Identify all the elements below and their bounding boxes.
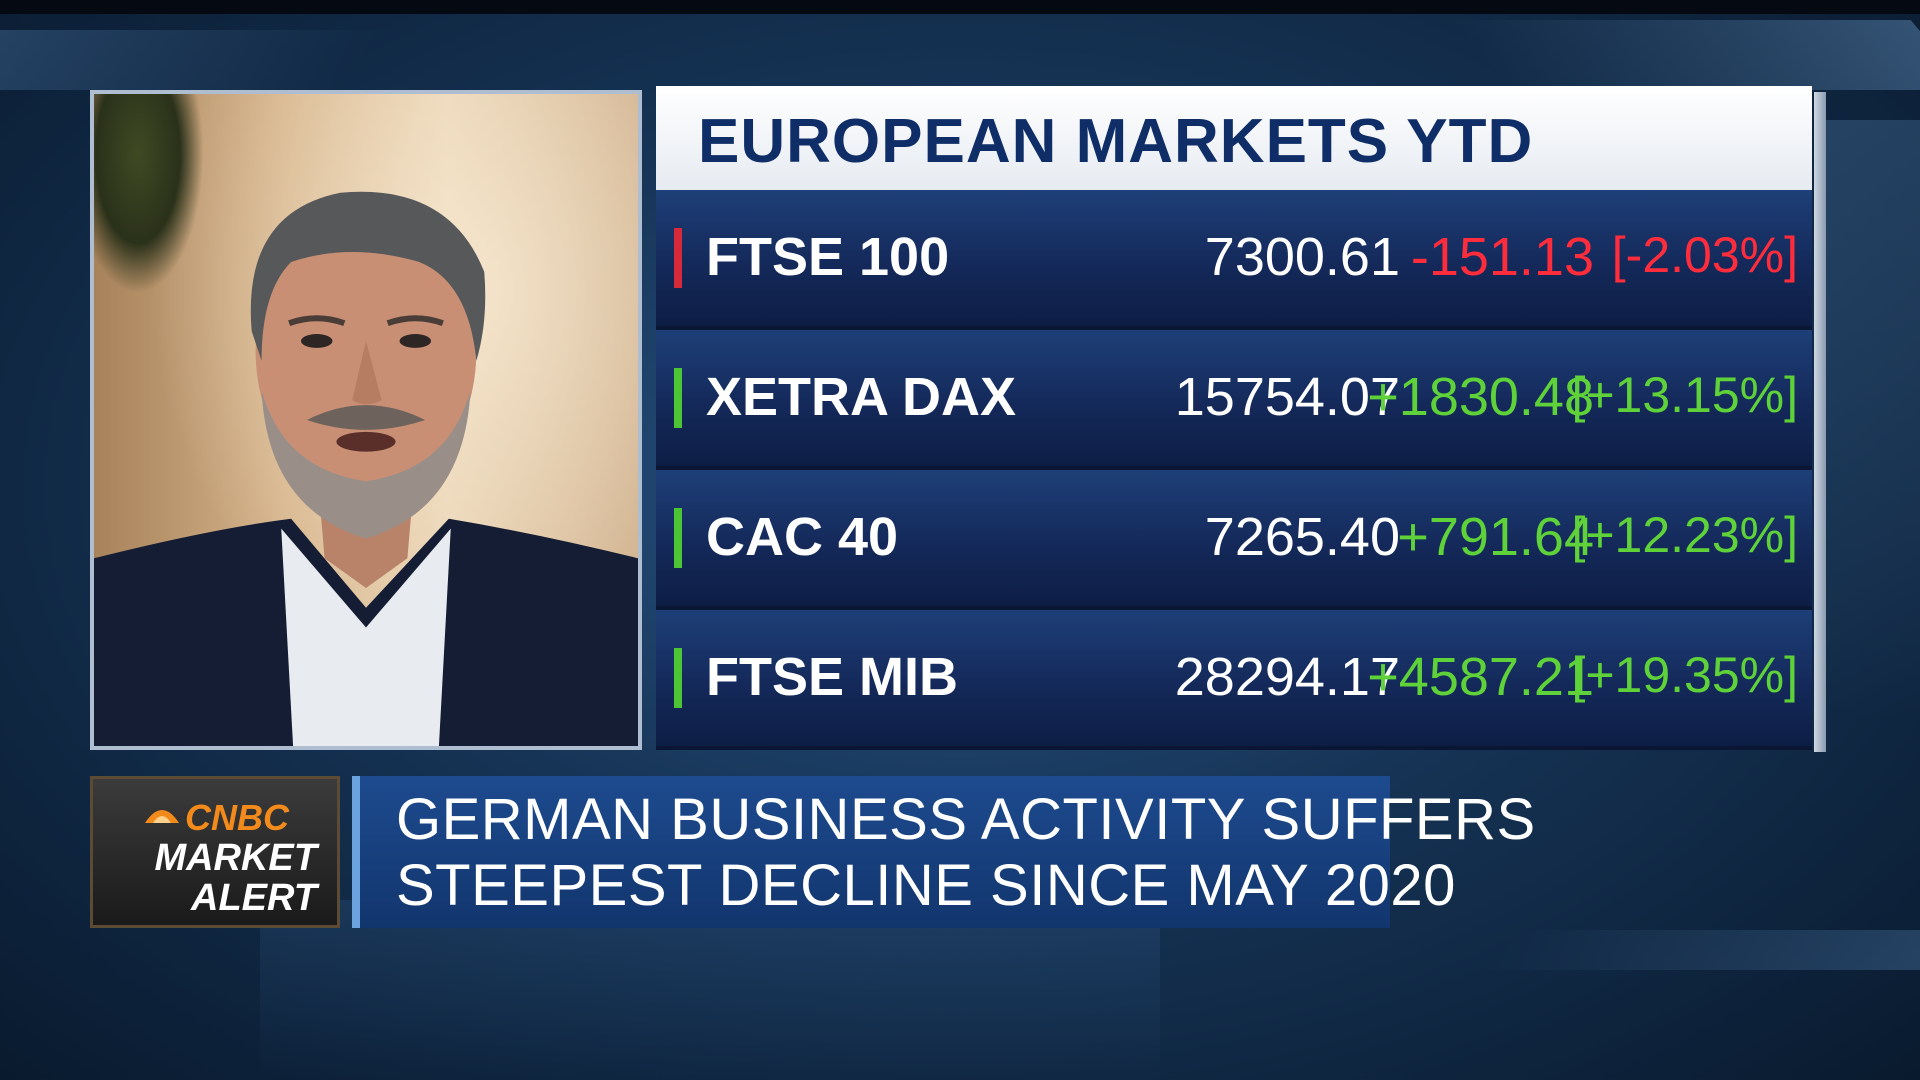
index-name: XETRA DAX: [706, 367, 1017, 427]
index-percent-change: [+12.23%]: [1571, 507, 1798, 563]
index-value: 28294.17: [1174, 647, 1400, 707]
row-accent-bar: [674, 508, 682, 568]
index-value: 15754.07: [1174, 367, 1400, 427]
guest-person: [94, 191, 638, 746]
index-change: +791.64: [1397, 507, 1594, 567]
row-accent-bar: [674, 648, 682, 708]
background-shape: [260, 900, 1160, 1080]
market-row-cac-40: CAC 40 7265.40 +791.64 [+12.23%]: [656, 470, 1812, 610]
guest-video-feed: [90, 90, 642, 750]
background-shape: [1450, 20, 1920, 90]
headline-banner: GERMAN BUSINESS ACTIVITY SUFFERS STEEPES…: [352, 776, 1535, 928]
badge-alert-text: ALERT: [191, 877, 317, 919]
index-percent-change: [+13.15%]: [1571, 367, 1798, 423]
plant-leaves: [94, 94, 204, 294]
row-accent-bar: [674, 368, 682, 428]
background-shape: [0, 30, 386, 90]
market-alert-badge: CNBC MARKET ALERT: [90, 776, 340, 928]
cnbc-logo-text: CNBC: [185, 797, 289, 838]
background-shape: [1820, 120, 1920, 720]
background-shape: [1483, 930, 1920, 970]
index-percent-change: [+19.35%]: [1571, 647, 1798, 703]
top-letterbox: [0, 0, 1920, 14]
index-value: 7300.61: [1204, 227, 1400, 287]
market-row-xetra-dax: XETRA DAX 15754.07 +1830.48 [+13.15%]: [656, 330, 1812, 470]
index-change: +4587.21: [1367, 647, 1594, 707]
index-percent-change: [-2.03%]: [1611, 227, 1798, 283]
market-row-ftse-100: FTSE 100 7300.61 -151.13 [-2.03%]: [656, 190, 1812, 330]
index-change: -151.13: [1410, 227, 1594, 287]
index-value: 7265.40: [1204, 507, 1400, 567]
european-markets-panel: EUROPEAN MARKETS YTD FTSE 100 7300.61 -1…: [656, 86, 1826, 758]
panel-header: EUROPEAN MARKETS YTD: [656, 86, 1812, 193]
panel-title: EUROPEAN MARKETS YTD: [698, 107, 1534, 176]
peacock-icon: [145, 810, 179, 823]
headline-line-1: GERMAN BUSINESS ACTIVITY SUFFERS: [396, 787, 1536, 852]
market-row-ftse-mib: FTSE MIB 28294.17 +4587.21 [+19.35%]: [656, 610, 1812, 750]
badge-market-text: MARKET: [154, 837, 317, 879]
index-name: FTSE 100: [706, 227, 950, 287]
row-accent-bar: [674, 228, 682, 288]
index-change: +1830.48: [1367, 367, 1594, 427]
index-name: CAC 40: [706, 507, 899, 567]
headline-line-2: STEEPEST DECLINE SINCE MAY 2020: [396, 853, 1456, 918]
index-name: FTSE MIB: [706, 647, 958, 707]
panel-edge: [1814, 92, 1826, 752]
